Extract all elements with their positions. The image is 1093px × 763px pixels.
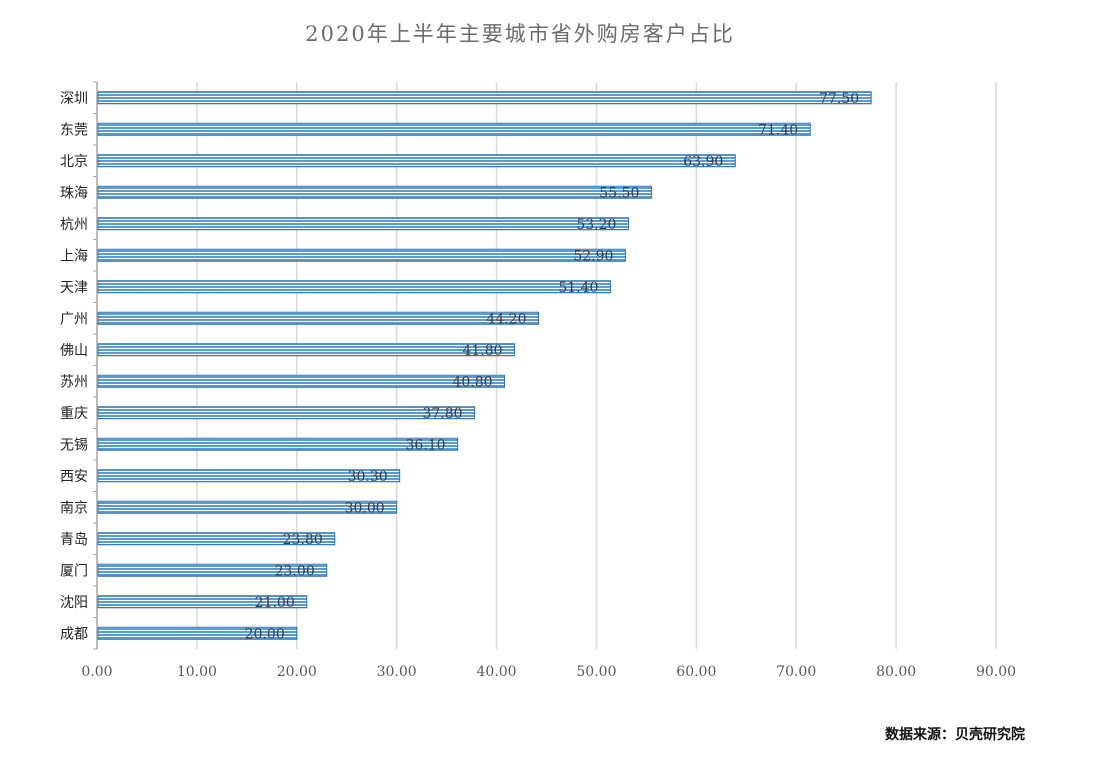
category-label: 苏州 xyxy=(60,374,88,390)
category-label: 深圳 xyxy=(60,91,88,107)
bar xyxy=(97,248,626,262)
axes: 0.00 10.00 20.00 30.00 40.00 50.00 60.00 70.00 8… xyxy=(60,81,1016,680)
bar xyxy=(97,280,611,294)
data-label: 52.90 xyxy=(573,248,613,264)
bar xyxy=(97,500,398,514)
bar xyxy=(97,311,540,325)
data-label: 23.00 xyxy=(275,563,315,579)
bar xyxy=(97,374,506,388)
category-label: 成都 xyxy=(60,626,88,642)
bar xyxy=(97,154,736,168)
data-label: 77.50 xyxy=(819,91,859,107)
data-label: 36.10 xyxy=(406,437,446,453)
x-tick-label: 40.00 xyxy=(477,664,517,680)
data-label: 30.30 xyxy=(348,469,388,485)
data-label: 20.00 xyxy=(245,626,285,642)
category-label: 北京 xyxy=(60,154,88,170)
category-label: 厦门 xyxy=(60,563,88,579)
category-label: 沈阳 xyxy=(60,595,88,611)
data-label: 21.00 xyxy=(255,595,295,611)
bar xyxy=(97,91,872,105)
data-label: 53.20 xyxy=(576,217,616,233)
x-tick-label: 50.00 xyxy=(576,664,616,680)
bar xyxy=(97,406,476,420)
category-label: 杭州 xyxy=(60,217,88,233)
category-label: 天津 xyxy=(60,280,88,296)
bar xyxy=(97,185,652,199)
x-tick-label: 60.00 xyxy=(676,664,716,680)
data-label: 44.20 xyxy=(486,311,526,327)
data-label: 63.90 xyxy=(683,154,723,170)
category-label: 珠海 xyxy=(60,185,88,201)
data-label: 40.80 xyxy=(452,374,492,390)
category-label: 青岛 xyxy=(60,532,88,548)
x-tick-label: 0.00 xyxy=(81,664,112,680)
x-tick-label: 10.00 xyxy=(177,664,217,680)
chart-title: 2020年上半年主要城市省外购房客户占比 xyxy=(305,22,735,46)
x-tick-label: 70.00 xyxy=(776,664,816,680)
data-label: 37.80 xyxy=(422,406,462,422)
source-note: 数据来源：贝壳研究院 xyxy=(885,727,1025,743)
category-label: 上海 xyxy=(60,248,88,264)
x-tick-label: 20.00 xyxy=(277,664,317,680)
category-label: 东莞 xyxy=(60,122,88,138)
data-label: 51.40 xyxy=(558,280,598,296)
data-label: 55.50 xyxy=(599,185,639,201)
x-tick-label: 80.00 xyxy=(876,664,916,680)
bar xyxy=(97,122,811,136)
data-labels: 77.50 71.40 63.90 55.50 53.20 52.90 51.40 44.20… xyxy=(245,91,859,643)
bar xyxy=(97,563,328,577)
x-tick-label: 90.00 xyxy=(976,664,1016,680)
bar xyxy=(97,532,336,546)
category-label: 佛山 xyxy=(60,343,88,359)
category-label: 南京 xyxy=(60,500,88,516)
data-label: 23.80 xyxy=(283,532,323,548)
bar xyxy=(97,469,401,483)
bar xyxy=(97,437,459,451)
gridlines xyxy=(196,82,997,649)
x-tick-label: 30.00 xyxy=(377,664,417,680)
category-label: 无锡 xyxy=(60,437,88,453)
bar xyxy=(97,595,308,609)
data-label: 71.40 xyxy=(758,122,798,138)
category-label: 重庆 xyxy=(60,406,88,422)
category-label: 广州 xyxy=(60,311,88,327)
bar xyxy=(97,626,298,640)
bars xyxy=(97,91,872,640)
bar xyxy=(97,343,516,357)
bar xyxy=(97,217,629,231)
data-label: 30.00 xyxy=(345,500,385,516)
category-label: 西安 xyxy=(60,469,88,485)
data-label: 41.80 xyxy=(462,343,502,359)
